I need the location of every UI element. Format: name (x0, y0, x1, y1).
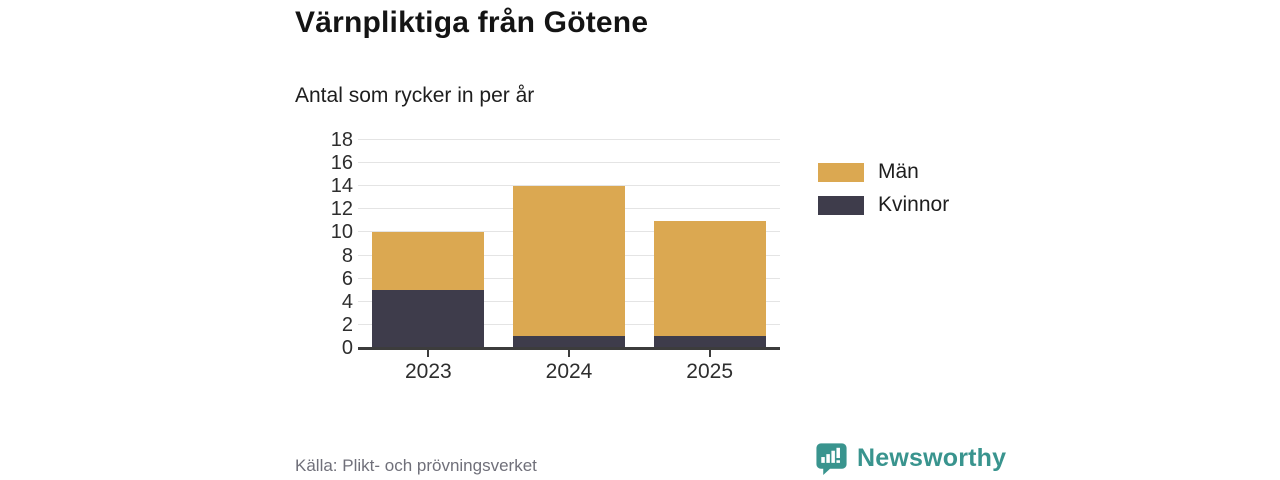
y-tick-label-8: 8 (341, 244, 353, 267)
source-note: Källa: Plikt- och prövningsverket (295, 456, 537, 475)
x-tick-2025 (708, 349, 711, 357)
plot-area (358, 139, 780, 357)
gridline-14 (358, 185, 780, 187)
x-tick-label-2023: 2023 (404, 360, 452, 383)
x-tick-label-2024: 2024 (545, 360, 593, 383)
bar-segment-kvinnor-2024 (513, 336, 625, 348)
y-tick-label-4: 4 (341, 290, 353, 313)
y-tick-label-2: 2 (341, 313, 353, 336)
legend-swatch-kvinnor (818, 195, 864, 215)
chart-subtitle: Antal som rycker in per år (295, 84, 535, 107)
x-tick-2024 (568, 349, 570, 357)
legend-item-kvinnor: Kvinnor (818, 193, 949, 217)
legend-swatch-män (818, 162, 864, 182)
y-tick-label-16: 16 (330, 152, 353, 175)
bar-segment-män-2023 (372, 232, 485, 291)
bar-segment-kvinnor-2025 (653, 336, 766, 348)
y-tick-label-14: 14 (330, 175, 353, 198)
x-tick-label-2025: 2025 (686, 360, 734, 383)
brand-name: Newsworthy (857, 444, 1007, 472)
brand-lockup: Newsworthy (814, 441, 1006, 476)
x-tick-2023 (427, 349, 430, 357)
gridline-18 (358, 139, 780, 140)
x-axis-line (358, 347, 780, 350)
legend-label-kvinnor: Kvinnor (878, 193, 950, 216)
y-tick-label-10: 10 (330, 221, 353, 244)
gridline-16 (358, 162, 780, 164)
bar-segment-män-2025 (653, 220, 766, 337)
legend-label-män: Män (878, 160, 919, 183)
newsworthy-logo-icon (816, 443, 847, 476)
legend: Män Kvinnor (818, 160, 949, 217)
y-tick-label-12: 12 (330, 198, 353, 221)
bar-segment-kvinnor-2023 (372, 290, 485, 348)
bar-segment-män-2024 (513, 186, 625, 337)
y-tick-label-6: 6 (341, 267, 353, 290)
chart-title: Värnpliktiga från Götene (295, 6, 649, 39)
y-tick-label-0: 0 (341, 337, 353, 359)
mini-bar-chart-icon (821, 447, 840, 463)
y-tick-label-18: 18 (330, 129, 353, 151)
legend-item-män: Män (818, 160, 949, 184)
